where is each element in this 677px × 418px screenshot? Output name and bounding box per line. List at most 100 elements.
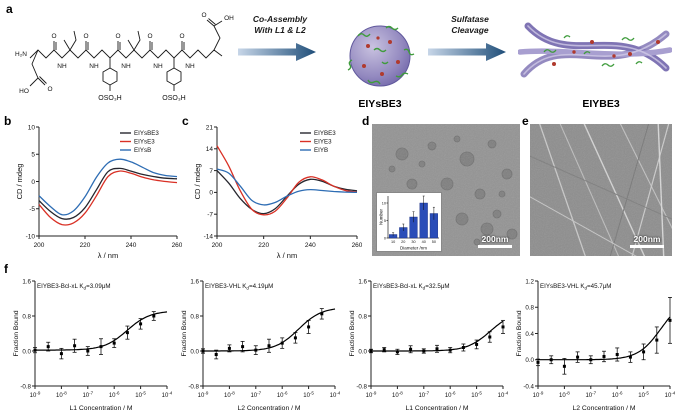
reaction-arrow-icon [428,43,506,61]
svg-text:-0.4: -0.4 [523,383,534,390]
panel-label-b: b [4,114,12,128]
diameter-histogram: 0 5 10 10 20 30 40 50 Diameter /nm Number [377,193,441,251]
svg-text:0.4: 0.4 [525,331,534,338]
svg-text:L1 Concentration / M: L1 Concentration / M [69,405,132,412]
svg-text:7: 7 [209,168,213,175]
svg-text:260: 260 [352,242,362,249]
svg-text:0.8: 0.8 [22,313,31,320]
svg-text:EIYsBE3: EIYsBE3 [134,130,159,137]
svg-text:10-4: 10-4 [330,391,340,400]
svg-text:0.8: 0.8 [525,305,534,312]
carbonyl-o-label: O [147,33,152,40]
svg-text:-5: -5 [29,206,35,213]
svg-text:240: 240 [305,242,316,249]
svg-text:21: 21 [206,124,214,131]
svg-text:0: 0 [31,179,35,186]
svg-text:10-6: 10-6 [445,391,456,400]
svg-text:CD / mdeg: CD / mdeg [193,164,202,200]
svg-text:EIYB: EIYB [314,147,328,154]
svg-text:10: 10 [28,124,36,131]
svg-text:5: 5 [384,219,386,223]
svg-text:L1 Concentration / M: L1 Concentration / M [405,405,468,412]
svg-text:EIYBE3-Bcl-xL Kd=3.09μM: EIYBE3-Bcl-xL Kd=3.09μM [37,283,111,291]
svg-text:10-8: 10-8 [224,391,235,400]
svg-text:240: 240 [126,242,137,249]
chemical-structure: H₂N O O O O O NH NH NH NH NH HO O O OH O… [15,12,234,102]
svg-text:-14: -14 [204,233,214,240]
svg-text:10-7: 10-7 [250,391,261,400]
svg-text:10: 10 [391,240,395,244]
amide-nh-label: NH [185,63,195,70]
acid-o-label: O [201,12,206,19]
svg-text:EIYBE3-VHL Kd=4.19μM: EIYBE3-VHL Kd=4.19μM [205,283,273,291]
amide-nh-label: NH [153,63,163,70]
panel-label-d: d [362,114,370,128]
svg-text:EIYsE3: EIYsE3 [134,139,155,146]
svg-text:0.0: 0.0 [525,357,534,364]
svg-text:EIYsB: EIYsB [134,147,151,154]
sulfate-label: OSO₃H [98,95,121,102]
svg-text:10-8: 10-8 [56,391,67,400]
svg-text:20: 20 [401,240,405,244]
svg-text:Fraction Bound: Fraction Bound [349,310,356,356]
svg-text:λ / nm: λ / nm [277,251,297,260]
panel-label-e: e [522,114,529,128]
nanoparticle-assembly-graphic [347,25,415,87]
svg-text:1.2: 1.2 [525,278,534,285]
svg-text:Fraction Bound: Fraction Bound [516,310,523,356]
tem-particles-image: 0 5 10 10 20 30 40 50 Diameter /nm Number 200nm [372,124,520,256]
svg-text:CD / mdeg: CD / mdeg [15,164,24,200]
svg-text:50: 50 [432,240,436,244]
tem-fibers-image: 200nm [530,124,672,256]
svg-text:10-7: 10-7 [82,391,93,400]
carbonyl-o-label: O [83,33,88,40]
svg-text:-0.8: -0.8 [188,383,199,390]
svg-text:10-5: 10-5 [638,391,649,400]
assembly-name-eiysbe3: EIYsBE3 [358,98,402,110]
svg-text:30: 30 [411,240,415,244]
svg-text:EIYsBE3-Bcl-xL Kd=32.5μM: EIYsBE3-Bcl-xL Kd=32.5μM [373,283,450,291]
binding-chart-f1: -0.8 0.0 0.8 1.6 10-9 10-8 10-7 10-6 10-5 10-4 L1 … [8,268,172,412]
svg-text:40: 40 [422,240,426,244]
panel-label-f: f [4,262,8,276]
binding-chart-f2: -0.8 0.0 0.8 1.6 10-9 10-8 10-7 10-6 10-5 10-4 L2 … [176,268,340,412]
svg-text:EIYsBE3-VHL Kd=45.7μM: EIYsBE3-VHL Kd=45.7μM [540,283,611,291]
svg-text:10-4: 10-4 [498,391,508,400]
sulfate-label: OSO₃H [162,95,185,102]
fiber-assembly-graphic [518,22,672,78]
svg-text:10-9: 10-9 [30,391,41,400]
svg-text:10: 10 [382,202,386,206]
panel-label-c: c [182,114,189,128]
svg-text:220: 220 [258,242,269,249]
svg-text:-0.8: -0.8 [356,383,367,390]
svg-text:L2 Concentration / M: L2 Concentration / M [572,405,635,412]
svg-text:10-5: 10-5 [135,391,146,400]
reaction-arrow-icon [238,43,316,61]
svg-text:-0.8: -0.8 [20,383,31,390]
svg-text:0.0: 0.0 [358,348,367,355]
svg-text:10-6: 10-6 [109,391,120,400]
scale-bar-d: 200nm [478,234,512,248]
amine-label: H₂N [15,51,27,58]
svg-text:Diameter /nm: Diameter /nm [400,246,427,251]
svg-text:L2 Concentration / M: L2 Concentration / M [237,405,300,412]
svg-text:10-7: 10-7 [418,391,429,400]
svg-text:EIYE3: EIYE3 [314,139,332,146]
svg-text:Fraction Bound: Fraction Bound [181,310,188,356]
svg-text:λ / nm: λ / nm [98,251,118,260]
svg-text:1.6: 1.6 [22,278,31,285]
svg-text:0.0: 0.0 [22,348,31,355]
svg-text:10-6: 10-6 [277,391,288,400]
svg-text:0.8: 0.8 [190,313,199,320]
svg-text:0: 0 [384,237,386,241]
binding-chart-f3: -0.8 0.0 0.8 1.6 10-9 10-8 10-7 10-6 10-5 10-4 L1 … [344,268,508,412]
coassembly-arrow-label: Co-Assembly With L1 & L2 [252,14,308,35]
svg-text:260: 260 [172,242,182,249]
svg-text:14: 14 [206,146,214,153]
amide-nh-label: NH [121,63,131,70]
svg-text:10-8: 10-8 [559,391,570,400]
binding-chart-f4: -0.4 0.0 0.4 0.8 1.2 10-9 10-8 10-7 10-6 10-5 10-4… [511,268,675,412]
svg-text:0.8: 0.8 [358,313,367,320]
cd-chart-b: -10 -5 0 5 10 200 220 240 260 λ / nm CD / mdeg EIYs… [12,122,182,260]
